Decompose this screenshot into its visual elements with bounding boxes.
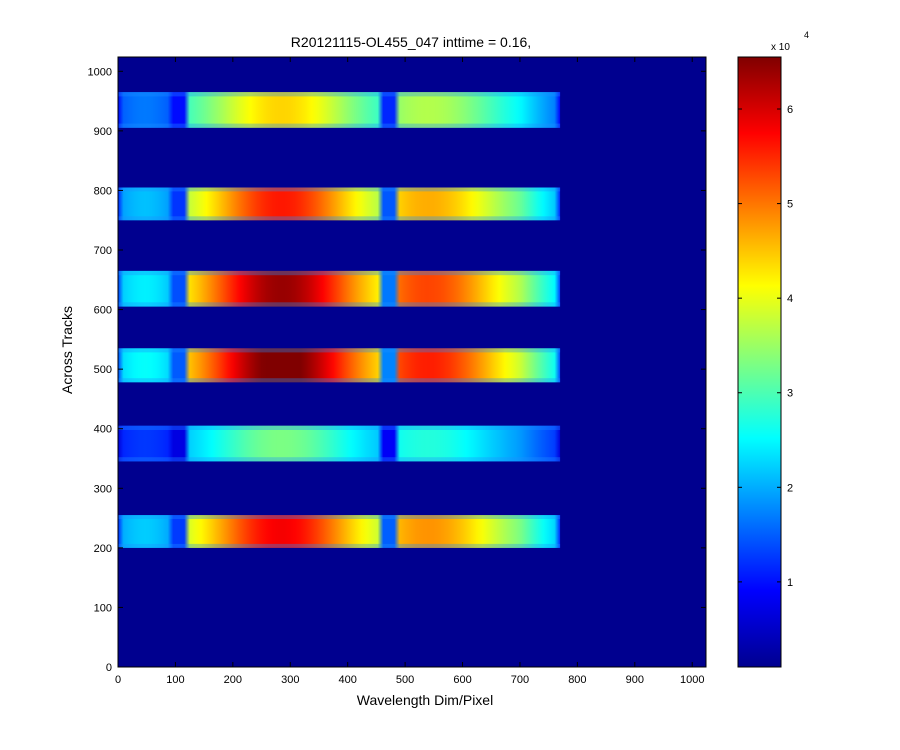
y-tick-label: 100 [94,602,112,614]
y-tick-label: 400 [94,424,112,436]
x-tick-label: 100 [166,674,184,686]
y-tick-label: 300 [94,483,112,495]
y-tick-label: 500 [94,364,112,376]
band-edge-bottom-2 [118,457,561,462]
spectral-band-1 [118,515,561,548]
colorbar-tick-label: 1 [787,577,793,589]
spectral-band-2 [118,425,561,462]
band-edge-bottom-3 [118,378,561,383]
spectral-band-6 [118,92,561,128]
bands-layer [118,92,561,548]
x-tick-label: 900 [626,674,644,686]
x-axis-label: Wavelength Dim/Pixel [357,692,493,708]
chart-title: R20121115-OL455_047 inttime = 0.16, [291,34,531,50]
x-tick-label: 800 [568,674,586,686]
band-edge-top-2 [118,425,561,430]
plot-area [117,56,707,668]
band-edge-bottom-6 [118,123,561,128]
colorbar-tick-label: 5 [787,199,793,211]
y-tick-label: 1000 [88,66,112,78]
x-tick-label: 600 [453,674,471,686]
spectral-band-3 [118,348,561,383]
colorbar-ticks: 1 2 3 4 5 6 [738,104,793,589]
colorbar-gradient [737,56,782,668]
colorbar-multiplier-exponent: 4 [804,30,809,40]
colorbar-tick-label: 2 [787,482,793,494]
band-edge-bottom-1 [118,543,561,548]
y-axis: 0 100 200 300 400 500 600 700 800 900 1000 [88,66,706,674]
band-edge-top-6 [118,92,561,97]
y-tick-label: 200 [94,543,112,555]
band-edge-top-3 [118,348,561,353]
colorbar: 1 2 3 4 5 6 x 10 4 [737,30,809,668]
x-tick-label: 700 [511,674,529,686]
colorbar-tick-label: 6 [787,104,793,116]
y-tick-label: 800 [94,185,112,197]
x-axis: 0 100 200 300 400 500 600 700 800 900 1000 [115,57,704,686]
x-tick-label: 200 [224,674,242,686]
band-edge-bottom-4 [118,302,561,307]
band-edge-top-4 [118,270,561,276]
x-tick-label: 300 [281,674,299,686]
band-edge-bottom-5 [118,216,561,221]
y-tick-label: 700 [94,245,112,257]
x-tick-label: 1000 [680,674,704,686]
y-axis-label: Across Tracks [59,306,75,394]
band-edge-top-5 [118,187,561,192]
x-tick-label: 0 [115,674,121,686]
colorbar-tick-label: 4 [787,293,793,305]
y-tick-label: 900 [94,126,112,138]
y-tick-label: 0 [106,662,112,674]
colorbar-tick-label: 3 [787,388,793,400]
y-tick-label: 600 [94,305,112,317]
x-tick-label: 400 [339,674,357,686]
band-edge-top-1 [118,515,561,519]
plot-frame [117,56,707,668]
spectral-band-4 [118,270,561,307]
spectral-band-5 [118,187,561,221]
colorbar-multiplier: x 10 [771,42,790,53]
x-tick-label: 500 [396,674,414,686]
